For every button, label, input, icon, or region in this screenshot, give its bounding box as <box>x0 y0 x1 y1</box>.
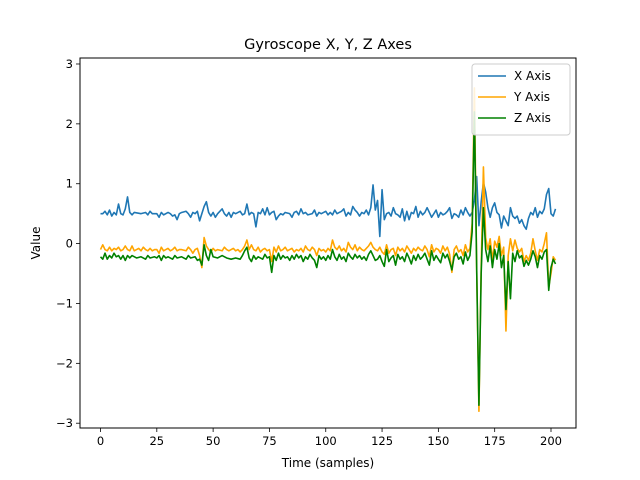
y-tick-label: 1 <box>66 177 73 191</box>
chart-title: Gyroscope X, Y, Z Axes <box>244 37 412 53</box>
x-tick-label: 150 <box>427 434 449 448</box>
y-tick-label: −2 <box>56 356 73 370</box>
x-tick-label: 50 <box>206 434 221 448</box>
plot-frame <box>79 57 577 429</box>
y-tick-label: 0 <box>66 237 73 251</box>
x-axis-ticks: 0 25 50 75 100 125 150 175 200 <box>97 428 562 448</box>
y-tick-label: 2 <box>66 117 73 131</box>
legend-label: Y Axis <box>513 90 550 104</box>
x-tick-label: 100 <box>315 434 337 448</box>
legend-label: X Axis <box>514 69 551 83</box>
x-tick-label: 175 <box>484 434 506 448</box>
series-lines <box>99 87 557 413</box>
x-tick-label: 0 <box>97 434 104 448</box>
y-tick-label: −3 <box>56 416 73 430</box>
legend-label: Z Axis <box>514 111 551 125</box>
x-tick-label: 75 <box>262 434 277 448</box>
y-axis-ticks: −3 −2 −1 0 1 2 3 <box>56 57 80 430</box>
x-axis-label: Time (samples) <box>281 456 374 470</box>
y-tick-label: −1 <box>56 296 73 310</box>
y-axis-label: Value <box>29 227 43 260</box>
legend: X Axis Y Axis Z Axis <box>471 63 571 136</box>
y-tick-label: 3 <box>66 57 73 71</box>
x-tick-label: 200 <box>540 434 562 448</box>
x-tick-label: 25 <box>149 434 164 448</box>
series-line-z-axis <box>99 111 557 407</box>
x-tick-label: 125 <box>371 434 393 448</box>
